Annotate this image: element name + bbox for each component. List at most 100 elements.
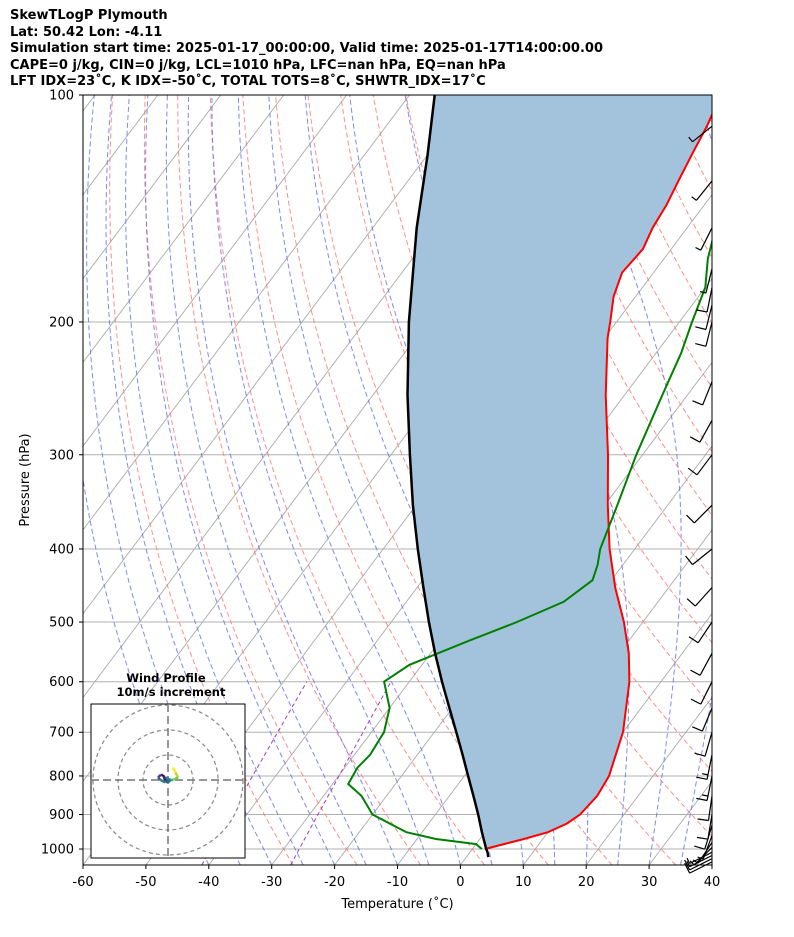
wind-barb bbox=[692, 381, 713, 406]
chart-header: SkewTLogP Plymouth Lat: 50.42 Lon: -4.11… bbox=[10, 8, 603, 91]
moist-adiabat bbox=[268, 95, 493, 865]
axes-frame bbox=[79, 94, 713, 869]
wind-barb-flag bbox=[689, 436, 701, 443]
hodograph-segment bbox=[157, 774, 162, 779]
wind-barb bbox=[694, 732, 713, 757]
dry-adiabat bbox=[732, 95, 794, 865]
temperature-line bbox=[484, 112, 712, 850]
y-tick-label: 800 bbox=[49, 769, 74, 784]
wind-barb-shaft bbox=[696, 454, 713, 476]
wind-barb-shaft bbox=[706, 287, 713, 313]
dry-adiabat bbox=[665, 95, 712, 193]
y-tick-label: 700 bbox=[49, 726, 74, 741]
moist-adiabat bbox=[237, 95, 461, 865]
wind-barb-shaft bbox=[702, 835, 713, 860]
wind-barb bbox=[690, 653, 713, 676]
isotherm-line bbox=[775, 95, 794, 865]
isotherm-line bbox=[83, 95, 222, 280]
hodograph-segment bbox=[157, 776, 162, 781]
wind-barb-shaft bbox=[699, 420, 713, 443]
wind-barb bbox=[697, 795, 713, 822]
x-axis-label: Temperature (˚C) bbox=[340, 896, 453, 912]
wind-barb-flag bbox=[692, 859, 699, 864]
y-tick-label: 600 bbox=[49, 675, 74, 690]
hodograph-segment bbox=[172, 776, 179, 782]
hodograph-subtitle: 10m/s increment bbox=[117, 685, 226, 699]
wind-barb-flag bbox=[690, 698, 702, 705]
wind-barb-shaft bbox=[707, 795, 713, 821]
x-tick-label: -30 bbox=[261, 875, 282, 890]
y-tick-label: 900 bbox=[49, 808, 74, 823]
wind-barb-flag bbox=[696, 776, 708, 780]
wind-barb bbox=[695, 227, 713, 251]
mixing-ratio-line bbox=[290, 681, 392, 865]
wind-barb bbox=[696, 814, 713, 840]
wind-barb bbox=[686, 504, 713, 524]
x-tick-label: -10 bbox=[387, 875, 408, 890]
y-tick-label: 300 bbox=[49, 448, 74, 463]
isotherm-line bbox=[83, 95, 96, 112]
cape-line: CAPE=0 j/kg, CIN=0 j/kg, LCL=1010 hPa, L… bbox=[10, 57, 506, 73]
x-tick-label: -60 bbox=[72, 875, 93, 890]
isotherm-line bbox=[83, 95, 410, 531]
wind-barb bbox=[690, 681, 713, 705]
parcel-path-line bbox=[406, 95, 490, 858]
isotherm-line bbox=[711, 864, 712, 865]
wind-barb-flag bbox=[699, 291, 707, 294]
x-tick-label: 0 bbox=[456, 875, 464, 890]
wind-barb bbox=[695, 305, 713, 331]
wind-barb bbox=[687, 454, 713, 476]
wind-barb-flag bbox=[692, 400, 703, 406]
wind-barb-flag bbox=[688, 636, 699, 644]
y-tick-label: 1000 bbox=[41, 843, 74, 858]
wind-barb bbox=[684, 858, 713, 871]
x-tick-label: -50 bbox=[135, 875, 156, 890]
wind-barb-flag bbox=[696, 309, 708, 313]
y-tick-label: 100 bbox=[49, 89, 74, 104]
wind-barb-flag bbox=[689, 860, 695, 866]
wind-barb-shaft bbox=[700, 681, 713, 705]
x-tick-label: -40 bbox=[198, 875, 219, 890]
axis-labels: -60 -50 -40 -30 -20 -10 0 10 20 30 40 100 200 300 400 5… bbox=[18, 89, 720, 913]
wind-barb-shaft bbox=[705, 268, 713, 294]
moist-adiabat bbox=[680, 95, 712, 865]
wind-barb-flag bbox=[687, 467, 698, 476]
wind-barb-shaft bbox=[695, 180, 713, 201]
wind-barb-flag bbox=[695, 343, 707, 347]
wind-barb-shaft bbox=[689, 858, 713, 871]
wind-barb bbox=[691, 180, 713, 201]
wind-barb-shaft bbox=[699, 653, 713, 676]
wind-barb-flag bbox=[694, 752, 706, 757]
isotherm-line bbox=[648, 780, 712, 865]
wind-barb-flag bbox=[697, 818, 709, 822]
dry-adiabat bbox=[275, 95, 613, 865]
wind-barb-shaft bbox=[701, 707, 713, 732]
y-tick-label: 400 bbox=[49, 542, 74, 557]
x-tick-label: 30 bbox=[641, 875, 658, 890]
index-line: LFT IDX=23˚C, K IDX=-50˚C, TOTAL TOTS=8˚… bbox=[10, 74, 486, 90]
moist-adiabat bbox=[711, 862, 712, 865]
wind-barb bbox=[688, 125, 713, 143]
wind-barb bbox=[689, 846, 713, 866]
wind-barb-flag bbox=[696, 836, 708, 840]
location-line: Lat: 50.42 Lon: -4.11 bbox=[10, 24, 163, 40]
dry-adiabat bbox=[177, 95, 422, 865]
wind-barb bbox=[695, 321, 713, 347]
wind-barb-flag bbox=[697, 856, 704, 860]
isotherm-line bbox=[83, 95, 285, 364]
y-tick-label: 200 bbox=[49, 315, 74, 330]
wind-barb-flag bbox=[684, 859, 691, 871]
hodograph-plot bbox=[91, 704, 245, 858]
wind-barb-flag bbox=[688, 136, 693, 143]
wind-barb-flag bbox=[691, 196, 697, 201]
moist-adiabat bbox=[125, 95, 304, 865]
wind-barb-shaft bbox=[707, 814, 713, 840]
dry-adiabat bbox=[209, 95, 485, 865]
wind-barb-shaft bbox=[689, 861, 713, 874]
cape-shaded-area bbox=[407, 95, 712, 858]
wind-barb-flag bbox=[686, 514, 695, 524]
wind-barb-shaft bbox=[702, 381, 713, 406]
wind-barb bbox=[696, 287, 713, 313]
